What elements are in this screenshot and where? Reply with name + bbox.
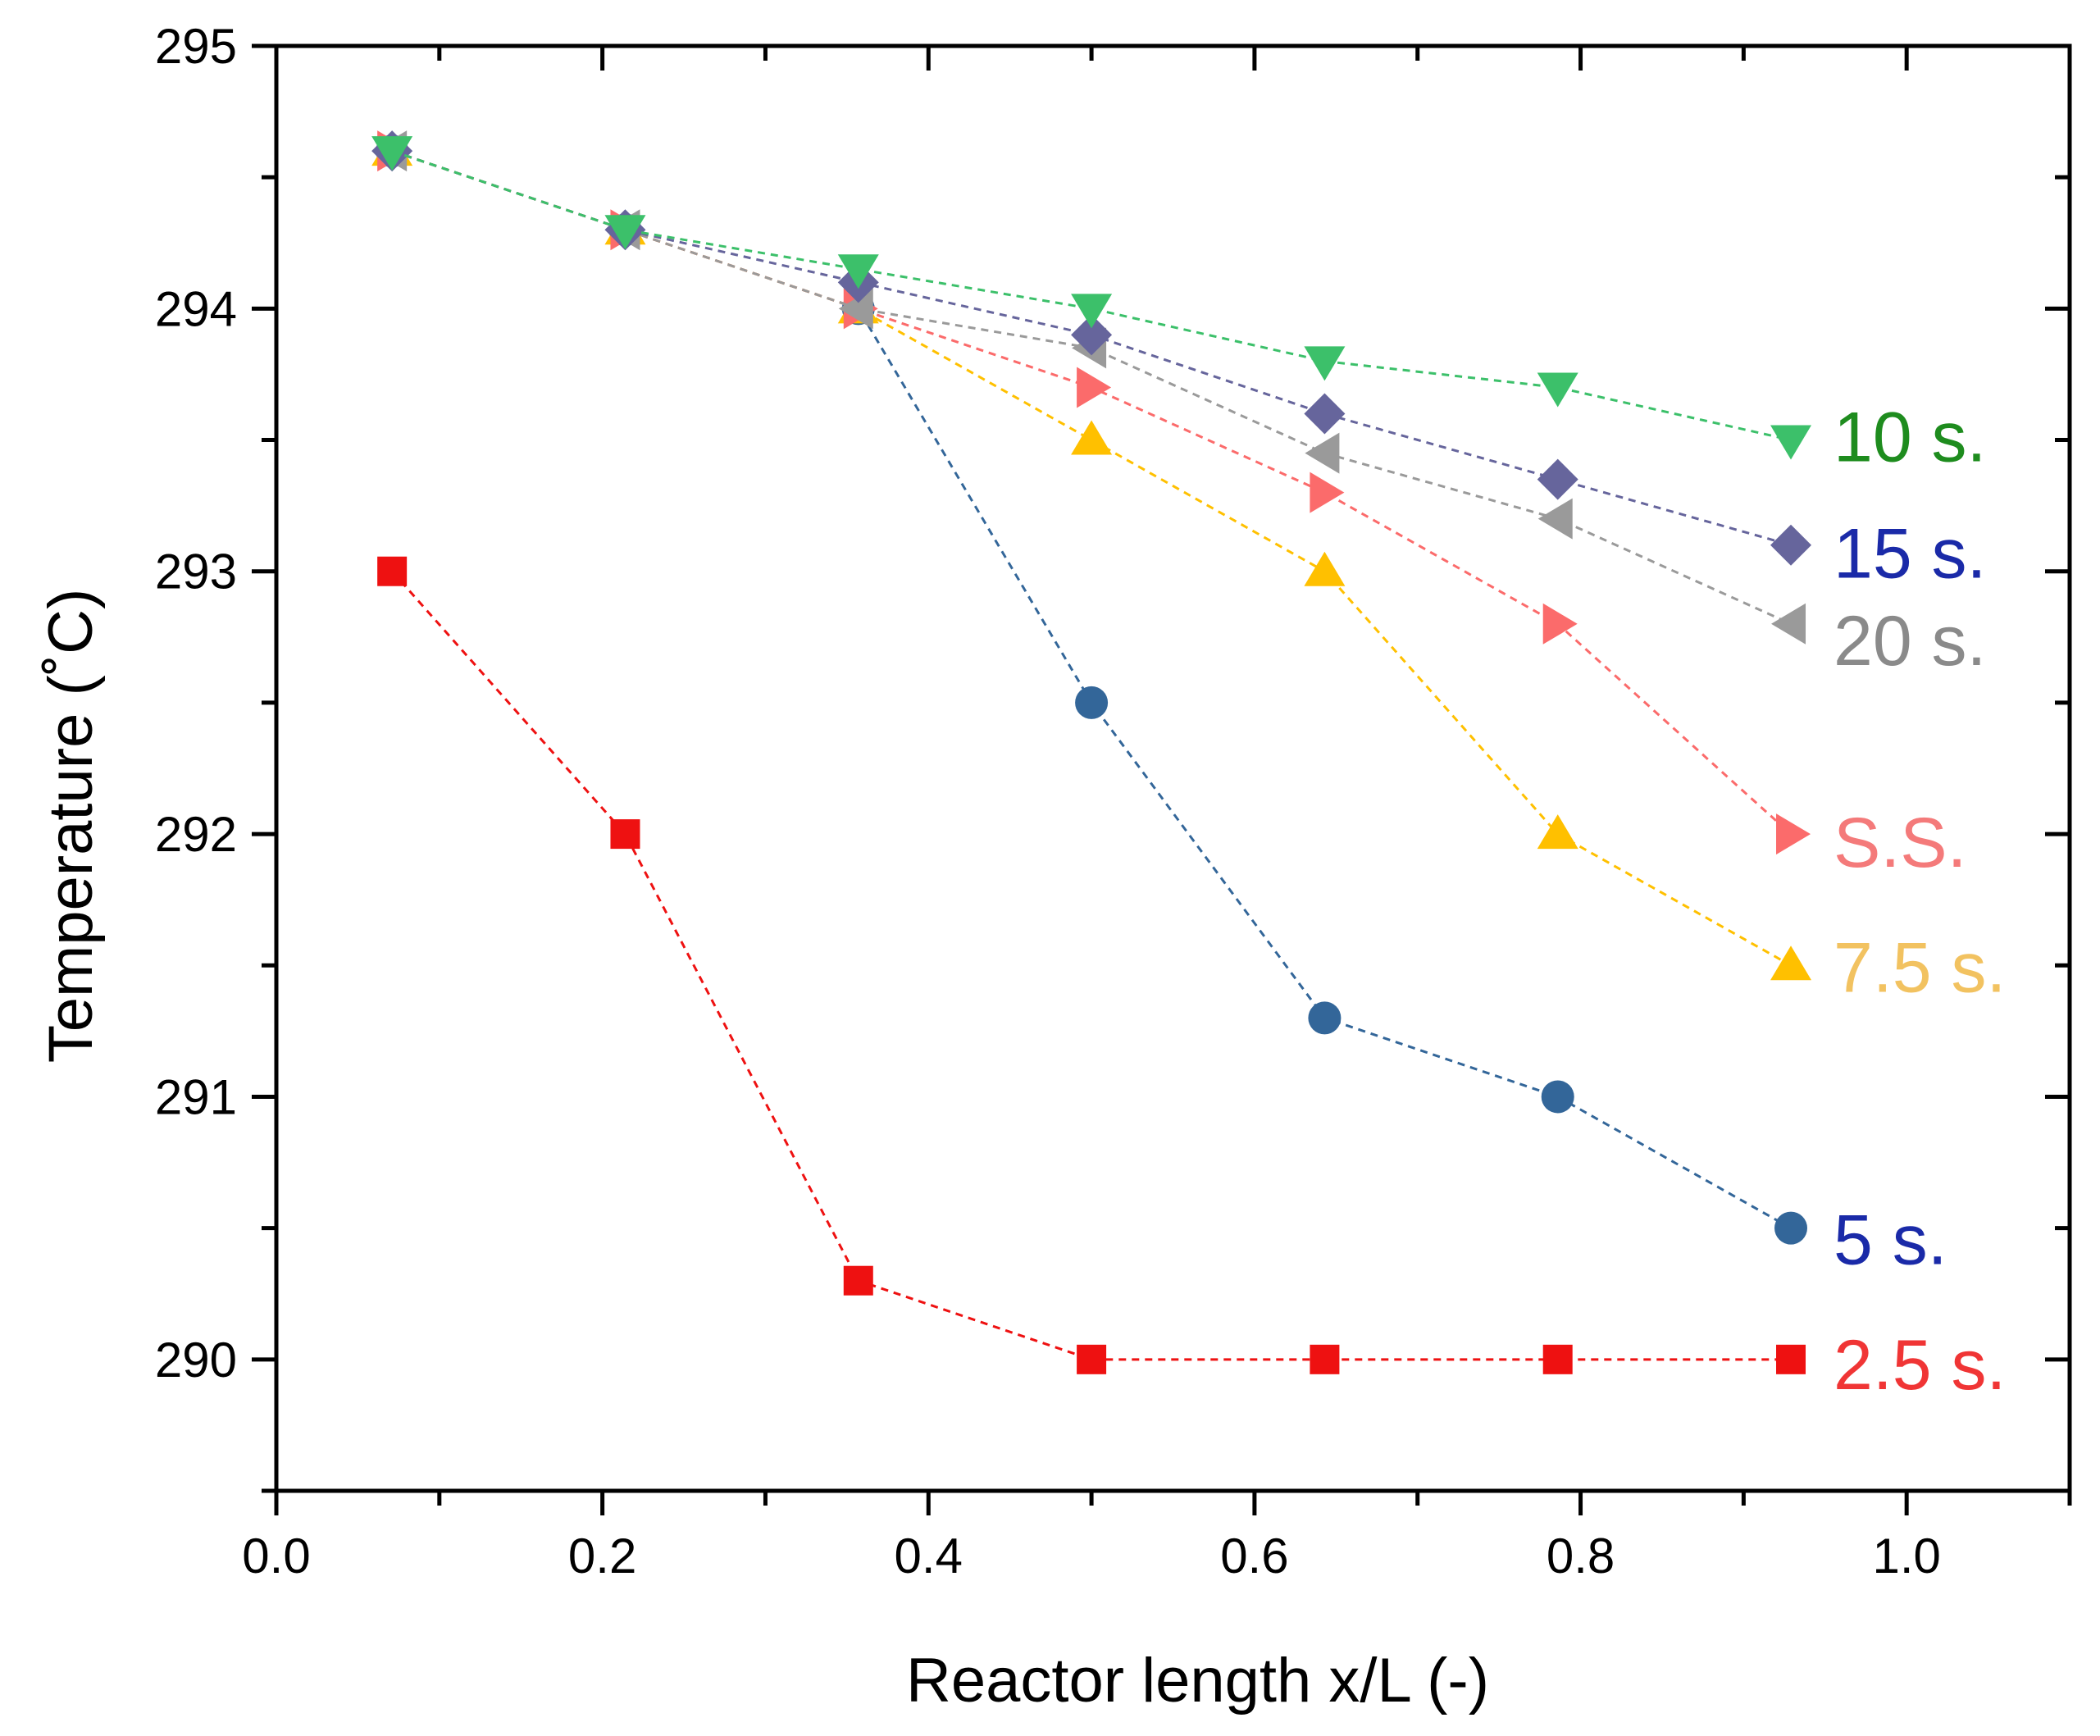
series-label: 5 s. <box>1834 1201 1947 1280</box>
data-point-diamond <box>1537 458 1578 500</box>
series-line <box>391 149 1792 967</box>
series-line <box>391 149 1793 836</box>
data-point-square <box>1310 1344 1340 1374</box>
data-point-square <box>1542 1344 1573 1374</box>
data-point-circle <box>1075 686 1109 719</box>
series-label: 7.5 s. <box>1834 928 2006 1007</box>
series-layer <box>371 130 1812 1374</box>
data-point-triangle-left <box>838 288 873 330</box>
data-point-triangle-left <box>1771 603 1806 645</box>
data-point-triangle-right <box>1542 603 1578 645</box>
data-point-triangle-down <box>604 215 646 250</box>
x-axis-ticks: 0.0 0.2 0.4 0.6 0.8 1.0 <box>242 46 2072 1583</box>
y-axis-ticks: 290 291 292 293 294 295 <box>155 19 2070 1493</box>
series-7-5-s- <box>371 131 1812 981</box>
data-point-triangle-left <box>1305 432 1340 474</box>
data-point-triangle-down <box>1304 346 1346 381</box>
data-point-triangle-right <box>1077 367 1112 408</box>
y-tick-label: 294 <box>155 281 237 336</box>
series-10-s- <box>371 136 1812 460</box>
series-labels: 2.5 s. 5 s. 7.5 s. S.S. 20 s. 15 s. 10 s. <box>1834 399 2006 1405</box>
y-tick-label: 292 <box>155 807 237 862</box>
data-point-triangle-up <box>1537 814 1578 850</box>
x-tick-label: 1.0 <box>1872 1529 1940 1583</box>
y-tick-label: 293 <box>155 544 237 599</box>
x-tick-label: 0.2 <box>568 1529 636 1583</box>
series-label: 20 s. <box>1834 602 1986 681</box>
data-point-circle <box>1541 1080 1574 1114</box>
x-tick-label: 0.8 <box>1547 1529 1615 1583</box>
series-label: 10 s. <box>1834 399 1986 477</box>
y-tick-label: 295 <box>155 19 237 74</box>
data-point-triangle-up <box>1770 945 1812 981</box>
y-tick-label: 290 <box>155 1333 237 1387</box>
data-point-triangle-right <box>1776 813 1811 855</box>
series-label: 15 s. <box>1834 515 1986 594</box>
data-point-triangle-down <box>1071 294 1113 329</box>
data-point-square <box>843 1265 873 1296</box>
series-2-5-s- <box>377 556 1806 1374</box>
data-point-triangle-up <box>1071 420 1113 455</box>
data-point-triangle-right <box>1310 472 1345 513</box>
series-s-s- <box>377 130 1811 855</box>
data-point-triangle-down <box>371 136 413 171</box>
x-tick-label: 0.0 <box>242 1529 310 1583</box>
data-point-triangle-left <box>1537 498 1573 540</box>
data-point-square <box>1077 1344 1107 1374</box>
data-point-square <box>1776 1344 1806 1374</box>
data-point-triangle-down <box>837 254 879 289</box>
data-point-square <box>610 819 640 850</box>
data-point-square <box>377 556 408 586</box>
data-point-circle <box>1774 1211 1808 1245</box>
series-15-s- <box>371 130 1812 566</box>
series-label: S.S. <box>1834 804 1967 882</box>
x-tick-label: 0.6 <box>1220 1529 1288 1583</box>
plot-border <box>274 43 2072 1493</box>
data-point-triangle-up <box>1304 551 1346 586</box>
plot-frame <box>274 43 2072 1493</box>
data-point-triangle-down <box>1537 372 1578 408</box>
x-tick-label: 0.4 <box>895 1529 963 1583</box>
data-point-circle <box>1308 1001 1342 1035</box>
y-axis-title: Temperature (˚C) <box>36 589 106 1064</box>
data-point-diamond <box>1071 314 1113 356</box>
series-label: 2.5 s. <box>1834 1326 2006 1405</box>
y-tick-label: 291 <box>155 1069 237 1124</box>
x-axis-title: Reactor length x/L (-) <box>906 1646 1489 1715</box>
data-point-diamond <box>1304 393 1346 435</box>
data-point-diamond <box>1770 524 1812 566</box>
data-point-triangle-down <box>1770 425 1812 460</box>
